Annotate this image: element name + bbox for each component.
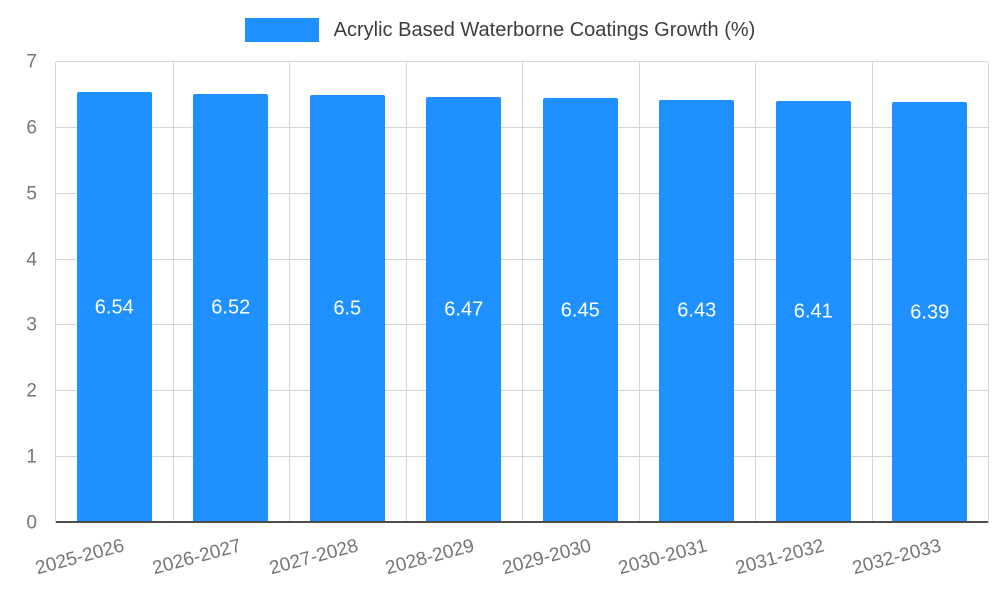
x-tick-label: 2028-2029 [383,535,477,580]
x-tick-label: 2025-2026 [33,535,127,580]
legend: Acrylic Based Waterborne Coatings Growth… [0,18,1000,42]
bar-value-label: 6.52 [211,296,251,319]
bar-value-label: 6.5 [333,297,362,320]
bar-column: 6.41 [755,62,872,523]
x-tick-label: 2026-2027 [150,535,244,580]
gridline-vertical [405,62,407,523]
y-tick-label: 5 [26,183,37,205]
x-tick-label: 2030-2031 [616,535,710,580]
gridline-vertical [988,62,989,523]
y-tick-label: 7 [26,51,37,73]
gridline-vertical [522,62,523,523]
gridline-vertical [289,62,290,523]
y-tick-label: 2 [26,380,37,402]
gridline-vertical [871,62,873,523]
y-tick-label: 3 [26,314,37,336]
bar-column: 6.5 [289,62,406,523]
bar-value-label: 6.39 [910,301,950,324]
bar-column: 6.43 [639,62,756,523]
legend-label: Acrylic Based Waterborne Coatings Growth… [333,18,756,41]
bar-value-label: 6.45 [560,299,600,322]
bar: 6.41 [775,100,851,523]
y-axis: 0 1 2 3 4 5 6 7 [0,53,47,533]
bar: 6.47 [426,96,502,523]
bar: 6.43 [659,99,735,523]
bar: 6.39 [892,102,968,523]
y-tick-label: 1 [26,446,37,468]
x-tick-label: 2032-2033 [849,535,944,580]
legend-swatch [244,18,319,42]
bar-column: 6.45 [522,62,639,523]
bars: 6.54 6.52 6.5 6.47 6.45 6.43 6.41 6.39 [56,62,988,523]
x-tick-label: 2027-2028 [266,535,361,580]
bar-value-label: 6.54 [94,296,134,319]
bar-value-label: 6.43 [677,299,717,322]
bar-value-label: 6.41 [793,300,833,323]
x-tick-label: 2029-2030 [500,535,594,580]
x-tick-label: 2031-2032 [733,535,827,580]
gridline-vertical [638,62,640,523]
plot-area: 6.54 6.52 6.5 6.47 6.45 6.43 6.41 6.39 [55,61,989,523]
bar: 6.5 [309,94,385,523]
bar-value-label: 6.47 [444,298,484,321]
bar-column: 6.39 [872,62,989,523]
bar: 6.45 [542,98,618,523]
y-tick-label: 0 [26,512,37,534]
y-tick-label: 4 [26,249,37,271]
y-tick-label: 6 [26,117,37,139]
gridline-vertical [172,62,174,523]
bar-column: 6.52 [173,62,290,523]
gridline-horizontal [56,61,988,62]
bar: 6.54 [76,92,152,523]
x-axis: 2025-2026 2026-2027 2027-2028 2028-2029 2029… [34,523,988,600]
bar: 6.52 [193,93,269,523]
bar-column: 6.47 [406,62,523,523]
bar-column: 6.54 [56,62,173,523]
gridline-vertical [755,62,756,523]
x-axis-line [56,521,988,523]
